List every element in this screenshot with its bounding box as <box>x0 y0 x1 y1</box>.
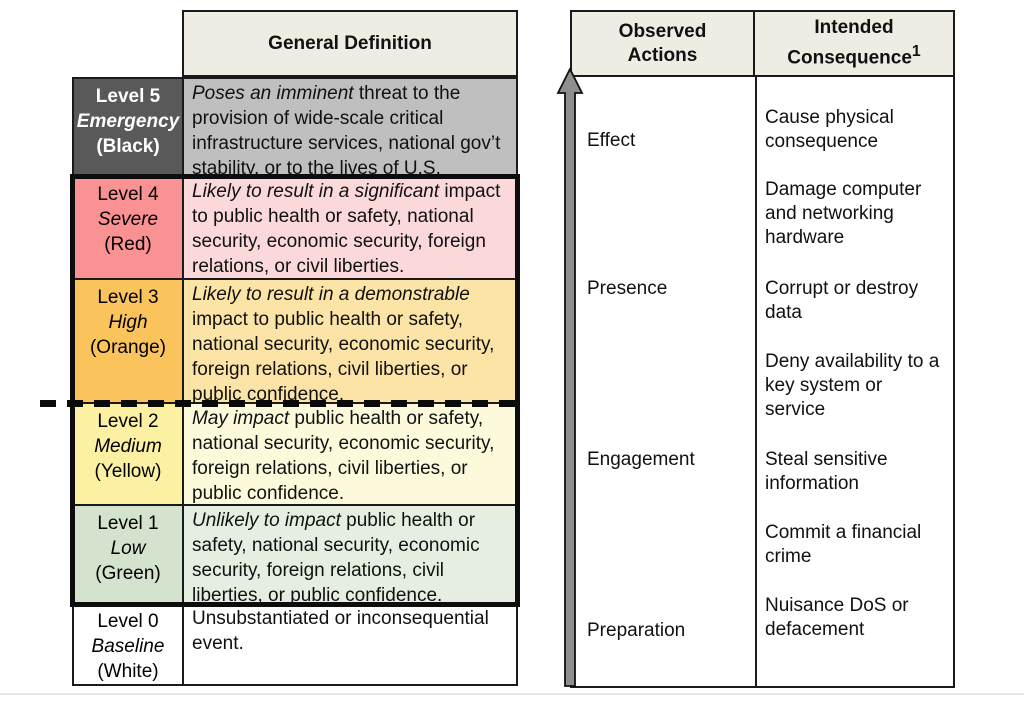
level-label-cell: Level 3 High (Orange) <box>74 280 184 402</box>
level-color: (White) <box>97 661 159 682</box>
actions-table-body: Effect Presence Engagement Preparation C… <box>572 77 953 686</box>
observed-actions-table: Observed Actions Intended Consequence1 E… <box>570 10 955 688</box>
footnote-superscript: 1 <box>911 43 921 61</box>
severity-up-arrow-icon <box>556 68 584 687</box>
level-label-cell: Level 0 Baseline (White) <box>74 604 184 684</box>
level-number: Level 4 <box>97 184 159 205</box>
level-number: Level 3 <box>97 287 159 308</box>
level-definition-cell: May impact public health or safety, nati… <box>184 404 516 504</box>
definition-lead: May impact <box>192 408 290 429</box>
intended-consequence-column-header: Intended Consequence1 <box>787 17 921 69</box>
level-number: Level 2 <box>97 411 159 432</box>
level-name: Severe <box>97 209 159 230</box>
level-number: Level 0 <box>97 611 159 632</box>
definition-lead: Likely to result in a significant <box>192 181 440 202</box>
definition-lead: Poses an imminent <box>192 83 354 104</box>
definition-lead: Likely to result in a demonstrable <box>192 284 470 305</box>
observed-action-item: Preparation <box>587 620 686 641</box>
page-bottom-rule <box>0 693 1024 695</box>
consequence-item: Steal sensitive information <box>765 449 888 494</box>
level-color: (Red) <box>104 234 152 255</box>
severity-rows: Level 5 Emergency (Black) Poses an immin… <box>72 77 518 686</box>
level-name: Emergency <box>76 111 180 132</box>
level-number: Level 5 <box>95 86 161 107</box>
level-color: (Black) <box>96 136 160 157</box>
observed-action-item: Engagement <box>587 449 695 470</box>
definition-rest: public health or safety, national securi… <box>192 510 480 606</box>
column-divider <box>755 77 757 686</box>
level-color: (Green) <box>95 563 161 584</box>
level-name: Low <box>110 538 146 559</box>
consequence-item: Corrupt or destroy data <box>765 278 919 323</box>
consequence-item: Damage computer and networking hardware <box>765 179 922 248</box>
level-color: (Yellow) <box>94 461 162 482</box>
arrow-shape <box>556 68 584 687</box>
consequence-item: Deny availability to a key system or ser… <box>765 351 940 420</box>
level-definition-cell: Likely to result in a significant impact… <box>184 177 516 278</box>
consequence-item: Nuisance DoS or defacement <box>765 595 909 640</box>
level-definition-cell: Likely to result in a demonstrable impac… <box>184 280 516 405</box>
level-definition-cell: Unlikely to impact public health or safe… <box>184 506 516 606</box>
level-definition-cell: Unsubstantiated or inconsequential event… <box>184 604 516 684</box>
consequence-item: Commit a financial crime <box>765 522 922 567</box>
general-definition-header: General Definition <box>182 10 518 77</box>
definition-rest: public health or safety, national securi… <box>192 408 495 504</box>
consequence-item: Cause physical consequence <box>765 107 894 152</box>
level-label-cell: Level 1 Low (Green) <box>74 506 184 602</box>
level-definition-cell: Poses an imminent threat to the provisio… <box>184 79 516 204</box>
threshold-dashed-line <box>40 400 518 407</box>
level-name: Medium <box>94 436 162 457</box>
observed-action-item: Presence <box>587 278 668 299</box>
level-label-cell: Level 4 Severe (Red) <box>74 177 184 278</box>
observed-action-item: Effect <box>587 130 636 151</box>
severity-row-level-4: Level 4 Severe (Red) Likely to result in… <box>72 177 518 280</box>
definition-rest: Unsubstantiated or inconsequential event… <box>192 608 489 654</box>
level-label-cell: Level 2 Medium (Yellow) <box>74 404 184 504</box>
severity-row-level-3: Level 3 High (Orange) Likely to result i… <box>72 280 518 405</box>
level-color: (Orange) <box>89 337 167 358</box>
severity-row-level-1: Level 1 Low (Green) Unlikely to impact p… <box>72 506 518 606</box>
level-number: Level 1 <box>97 513 159 534</box>
actions-table-header: Observed Actions Intended Consequence1 <box>572 12 953 77</box>
severity-row-level-2: Level 2 Medium (Yellow) May impact publi… <box>72 404 518 506</box>
level-label-cell: Level 5 Emergency (Black) <box>74 79 184 175</box>
severity-row-level-5: Level 5 Emergency (Black) Poses an immin… <box>72 77 518 204</box>
definition-rest: impact to public health or safety, natio… <box>192 309 495 405</box>
level-name: Baseline <box>91 636 165 657</box>
definition-lead: Unlikely to impact <box>192 510 341 531</box>
definition-rest: threat to the provision of wide-scale cr… <box>192 83 501 204</box>
level-name: High <box>108 312 148 333</box>
definition-rest: impact to public health or safety, natio… <box>192 181 501 277</box>
severity-row-level-0: Level 0 Baseline (White) Unsubstantiated… <box>72 604 518 686</box>
observed-actions-column-header: Observed Actions <box>572 12 755 75</box>
